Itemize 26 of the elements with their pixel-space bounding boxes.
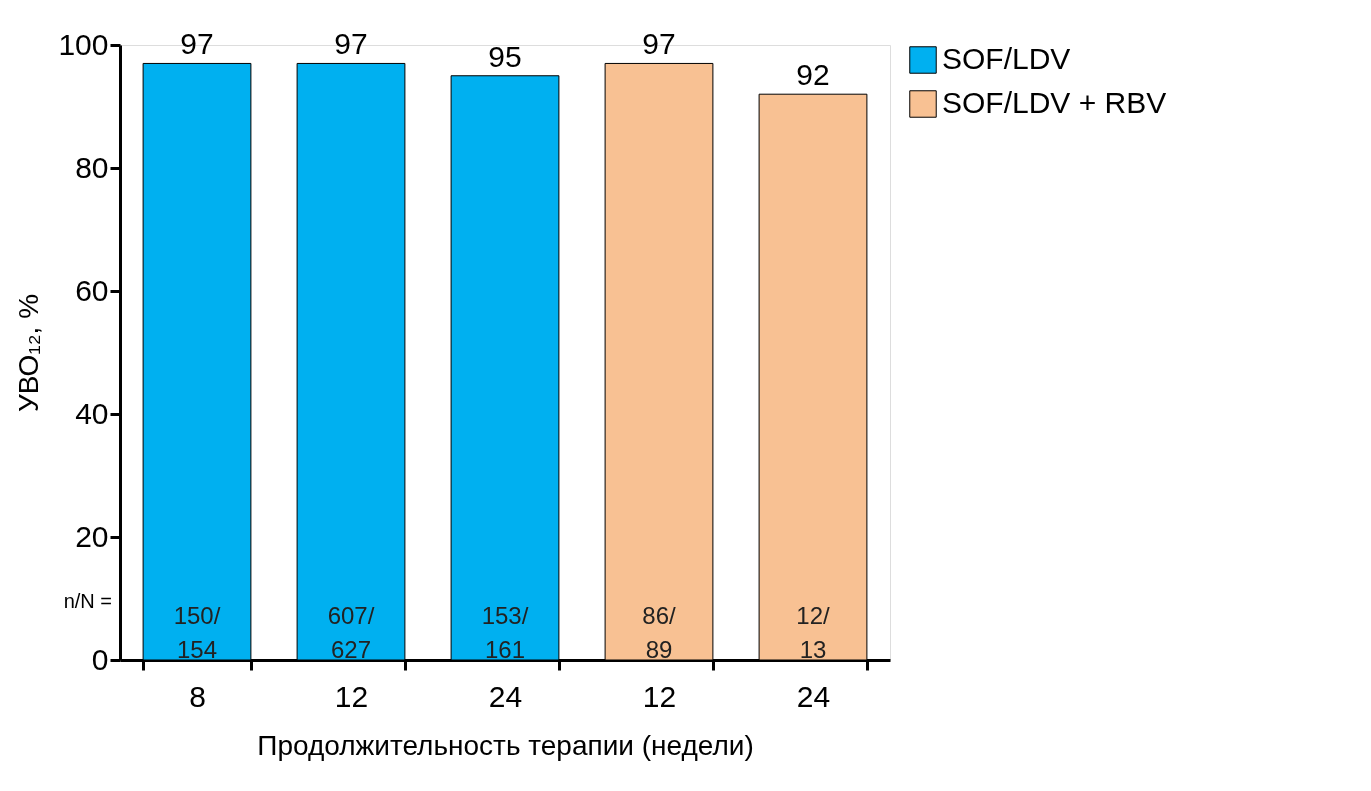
x-tick-label: 12 bbox=[334, 679, 369, 713]
y-tick-label: 0 bbox=[91, 642, 109, 676]
x-tick-label: 8 bbox=[189, 679, 206, 713]
annotation: 12/ 13 bbox=[796, 601, 831, 663]
annotation: 150/ 154 bbox=[173, 601, 221, 663]
y-tick-label: 100 bbox=[58, 27, 109, 61]
x-tick-label: 12 bbox=[642, 679, 677, 713]
x-axis-title: Продолжительность терапии (недели) bbox=[257, 729, 754, 761]
annotation: 86/ 89 bbox=[642, 601, 677, 663]
y-tick-label: 40 bbox=[75, 396, 109, 430]
data-label: 97 bbox=[180, 27, 214, 61]
data-label: 97 bbox=[334, 27, 368, 61]
x-tick-label: 24 bbox=[488, 679, 523, 713]
y-axis-title: УВО₁₂, % bbox=[13, 293, 45, 413]
annotation: 607/ 627 bbox=[327, 601, 375, 663]
y-tick-label: 80 bbox=[75, 150, 109, 184]
y-tick-label: 20 bbox=[75, 519, 109, 553]
data-label: 95 bbox=[488, 39, 522, 73]
text: n/N = bbox=[63, 589, 112, 612]
legend-label: SOF/LDV bbox=[942, 42, 1071, 75]
y-tick-label: 60 bbox=[75, 273, 109, 307]
x-tick-label: 24 bbox=[796, 679, 831, 713]
legend-label: SOF/LDV + RBV bbox=[942, 86, 1167, 119]
data-label: 92 bbox=[796, 58, 830, 92]
data-label: 97 bbox=[642, 27, 676, 61]
annotation: 153/ 161 bbox=[481, 601, 529, 663]
